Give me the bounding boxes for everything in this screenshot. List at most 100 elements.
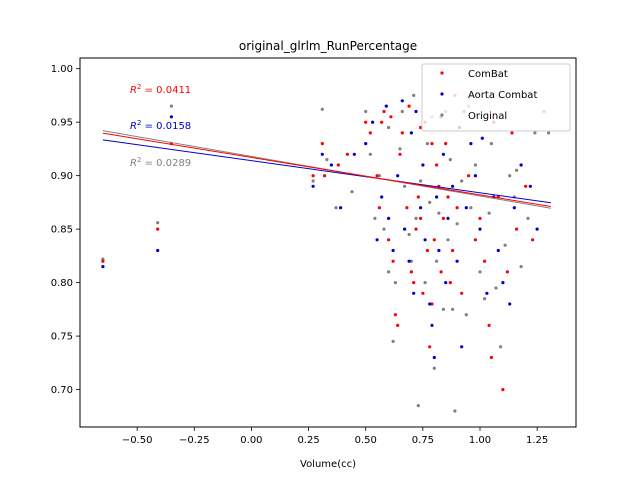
data-point bbox=[156, 221, 160, 225]
data-point bbox=[489, 355, 493, 360]
data-point bbox=[400, 99, 404, 103]
legend-label: Original bbox=[468, 111, 507, 122]
y-tick-label: 1.00 bbox=[51, 64, 73, 75]
data-point bbox=[460, 179, 464, 183]
data-point bbox=[398, 152, 402, 156]
data-point bbox=[535, 227, 539, 231]
y-tick-label: 0.70 bbox=[51, 385, 73, 396]
data-point bbox=[460, 345, 464, 349]
data-point bbox=[364, 109, 368, 114]
data-point bbox=[320, 152, 324, 156]
x-axis-label: Volume(cc) bbox=[300, 459, 356, 470]
data-point bbox=[432, 238, 436, 242]
data-point bbox=[400, 109, 404, 114]
data-point bbox=[460, 291, 464, 295]
data-point bbox=[403, 227, 407, 231]
chart-title: original_glrlm_RunPercentage bbox=[239, 39, 417, 53]
data-point bbox=[432, 366, 436, 370]
data-point bbox=[448, 158, 452, 162]
data-point bbox=[382, 227, 386, 231]
data-point bbox=[391, 339, 395, 343]
data-point bbox=[505, 270, 509, 274]
data-point bbox=[512, 206, 516, 210]
data-point bbox=[501, 281, 505, 285]
data-point bbox=[311, 179, 315, 183]
r2-annotation: R2 = 0.0289 bbox=[130, 156, 191, 169]
data-point bbox=[533, 131, 537, 135]
data-point bbox=[428, 200, 432, 204]
data-point bbox=[437, 211, 441, 215]
data-point bbox=[412, 93, 416, 97]
data-point bbox=[478, 227, 482, 231]
data-point bbox=[329, 163, 333, 167]
data-point bbox=[387, 238, 391, 242]
data-point bbox=[169, 104, 173, 108]
data-point bbox=[508, 174, 512, 178]
r2-annotation: R2 = 0.0158 bbox=[130, 119, 191, 132]
data-point bbox=[515, 227, 519, 231]
data-point bbox=[407, 259, 411, 263]
data-point bbox=[531, 238, 535, 242]
data-point bbox=[339, 206, 343, 210]
data-point bbox=[320, 142, 324, 146]
data-point bbox=[439, 270, 443, 274]
data-point bbox=[380, 120, 384, 124]
data-point bbox=[430, 142, 434, 146]
data-point bbox=[393, 313, 397, 317]
data-point bbox=[469, 142, 473, 146]
legend-label: ComBat bbox=[468, 69, 508, 80]
data-point bbox=[421, 163, 425, 167]
x-axis: −0.50 −0.25 0.00 0.25 0.50 0.75 1.00 1.25 bbox=[122, 427, 548, 446]
data-point bbox=[419, 125, 423, 130]
x-tick-label: 0.75 bbox=[412, 435, 434, 446]
data-point bbox=[391, 248, 395, 253]
legend-marker bbox=[440, 71, 444, 75]
data-point bbox=[156, 227, 160, 231]
data-point bbox=[416, 195, 420, 199]
data-point bbox=[435, 259, 439, 263]
data-point bbox=[334, 206, 338, 210]
data-point bbox=[409, 131, 413, 135]
data-point bbox=[435, 163, 439, 167]
data-point bbox=[428, 345, 432, 349]
data-point bbox=[423, 238, 427, 242]
data-point bbox=[455, 222, 459, 226]
data-point bbox=[441, 216, 445, 220]
data-point bbox=[451, 307, 455, 311]
data-point bbox=[375, 238, 379, 242]
data-point bbox=[483, 259, 487, 263]
data-point bbox=[419, 216, 423, 220]
data-point bbox=[446, 216, 450, 220]
data-point bbox=[320, 107, 324, 111]
data-point bbox=[387, 216, 391, 220]
y-axis: 0.70 0.75 0.80 0.85 0.90 0.95 1.00 bbox=[51, 64, 80, 396]
data-point bbox=[478, 270, 482, 274]
legend-label: Aorta Combat bbox=[468, 90, 537, 101]
data-point bbox=[473, 163, 477, 167]
data-point bbox=[446, 195, 450, 199]
data-point bbox=[364, 142, 368, 146]
data-point bbox=[396, 174, 400, 178]
data-point bbox=[389, 115, 393, 119]
data-point bbox=[524, 184, 528, 188]
data-point bbox=[414, 227, 418, 231]
regression-line bbox=[102, 139, 551, 204]
data-point bbox=[156, 248, 160, 253]
data-point bbox=[515, 168, 519, 172]
data-point bbox=[455, 206, 459, 210]
data-point bbox=[368, 131, 372, 135]
data-point bbox=[444, 142, 448, 146]
data-point bbox=[387, 270, 391, 274]
data-point bbox=[421, 291, 425, 295]
data-point bbox=[409, 270, 413, 274]
y-tick-label: 0.75 bbox=[51, 332, 73, 343]
data-point bbox=[430, 302, 434, 306]
data-point bbox=[446, 238, 450, 242]
x-tick-label: −0.25 bbox=[179, 435, 210, 446]
data-point bbox=[414, 216, 418, 220]
y-tick-label: 0.85 bbox=[51, 225, 73, 236]
data-point bbox=[371, 120, 375, 124]
data-point bbox=[391, 259, 395, 263]
data-point bbox=[398, 147, 402, 151]
